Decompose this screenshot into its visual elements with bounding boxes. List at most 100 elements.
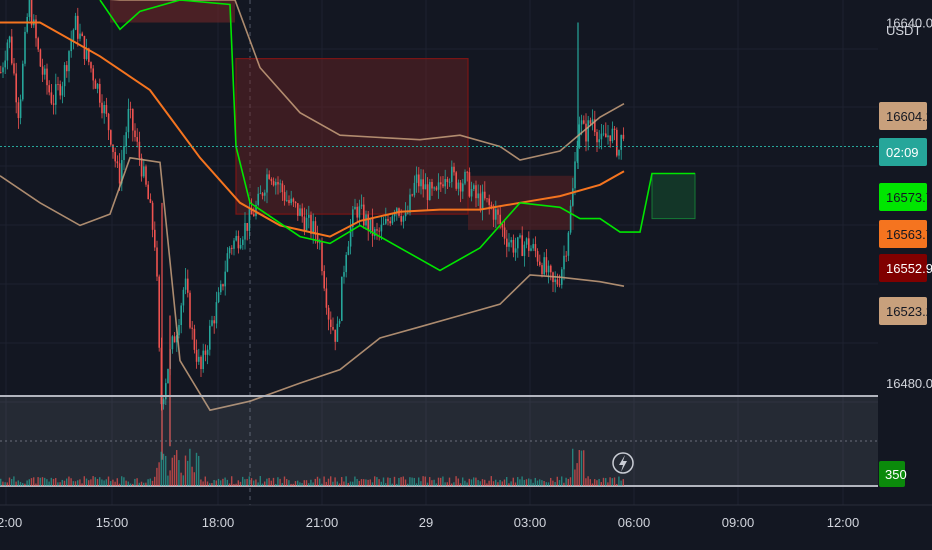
candle-body <box>602 133 605 135</box>
volume-bar <box>462 477 464 486</box>
volume-bar <box>70 478 72 486</box>
candle-body <box>613 128 616 130</box>
volume-bar <box>429 477 431 486</box>
volume-bar <box>2 481 4 486</box>
candle-body <box>574 161 576 189</box>
lightning-icon[interactable] <box>619 455 627 472</box>
volume-bar <box>77 480 79 486</box>
candle-body <box>94 80 97 89</box>
volume-bar <box>591 483 594 486</box>
volume-bar <box>316 476 319 486</box>
volume-bar <box>79 479 81 486</box>
volume-bar <box>312 482 314 486</box>
volume-bar <box>85 478 88 486</box>
volume-bar <box>398 477 400 486</box>
volume-bar <box>435 483 437 486</box>
candle-body <box>279 183 281 185</box>
volume-bar <box>541 480 543 486</box>
price-tags: 16604.26 02:09 16573.77 16563.74 16552.99 165… <box>879 102 932 487</box>
candle-body <box>162 399 165 405</box>
volume-bar <box>360 479 363 486</box>
candle-body <box>90 62 92 69</box>
volume-bar <box>525 479 528 486</box>
candle-body <box>44 68 46 75</box>
volume-bar <box>8 477 11 486</box>
volume-bar <box>167 475 169 486</box>
candle-body <box>270 178 273 182</box>
candle-body <box>281 183 284 193</box>
candle-body <box>127 108 130 133</box>
volume-bar <box>259 476 261 486</box>
candle-body <box>558 284 561 286</box>
candle-body <box>22 63 24 100</box>
candle-body <box>402 216 405 222</box>
candle-body <box>118 163 121 184</box>
candle-body <box>407 212 409 214</box>
candle-body <box>437 182 440 190</box>
candle-body <box>228 247 231 254</box>
volume-bar <box>50 477 52 486</box>
volume-bar <box>345 476 347 486</box>
volume-bar <box>239 481 242 486</box>
candle-body <box>594 119 596 133</box>
volume-bar <box>103 480 105 486</box>
candle-body <box>554 279 556 283</box>
candle-body <box>605 133 607 138</box>
volume-bar <box>330 476 332 486</box>
candle-body <box>479 193 482 210</box>
candle-body <box>165 383 167 400</box>
candle-body <box>341 276 343 321</box>
candle-body <box>253 214 255 217</box>
candle-body <box>475 185 477 199</box>
volume-bar <box>481 479 484 486</box>
candle-body <box>389 221 391 224</box>
time-axis[interactable]: 12:00 15:00 18:00 21:00 29 03:00 06:00 09:00 12:… <box>0 504 932 530</box>
upper-band-tag <box>879 102 927 130</box>
volume-bar <box>66 478 68 486</box>
volume-bar <box>620 480 622 486</box>
candle-body <box>622 134 625 139</box>
candle-body <box>312 221 314 234</box>
candle-body <box>360 204 363 207</box>
volume-bar <box>160 451 162 486</box>
volume-bar <box>501 481 503 486</box>
volume-bar <box>486 483 488 486</box>
volume-bar <box>224 477 226 486</box>
candle-body <box>149 199 152 203</box>
candle-body <box>400 215 402 222</box>
candle-body <box>48 85 50 93</box>
volume-bar <box>217 478 220 486</box>
candle-body <box>206 349 209 355</box>
volume-bar <box>576 463 578 486</box>
candle-body <box>222 284 224 287</box>
volume-bar <box>517 477 519 486</box>
volume-bar <box>369 479 371 486</box>
candle-body <box>195 349 198 362</box>
volume-pane[interactable] <box>0 395 878 487</box>
volume-bar <box>178 460 180 486</box>
volume-bar <box>418 477 420 486</box>
price-axis[interactable]: USDT 16640.00 16480.00 <box>886 16 932 392</box>
candle-body <box>387 218 389 222</box>
volume-bar <box>332 481 334 486</box>
volume-bar <box>13 476 15 486</box>
dark-red-level-tag-label: 16552.99 <box>886 261 932 276</box>
volume-bar <box>169 470 171 486</box>
volume-bar <box>92 476 94 486</box>
volume-bar <box>22 483 24 486</box>
volume-bar <box>149 478 151 486</box>
candle-body <box>521 235 523 256</box>
volume-bar <box>349 481 352 486</box>
volume-bar <box>558 480 561 486</box>
volume-bar <box>35 483 37 486</box>
candle-body <box>303 216 306 231</box>
volume-bar <box>567 478 569 486</box>
time-tick-label: 06:00 <box>618 515 651 530</box>
time-tick-label: 29 <box>419 515 433 530</box>
candle-body <box>343 272 345 277</box>
volume-bar <box>26 480 28 486</box>
volume-bar <box>68 476 70 486</box>
candle-body <box>272 181 275 186</box>
volume-bar <box>587 476 589 486</box>
